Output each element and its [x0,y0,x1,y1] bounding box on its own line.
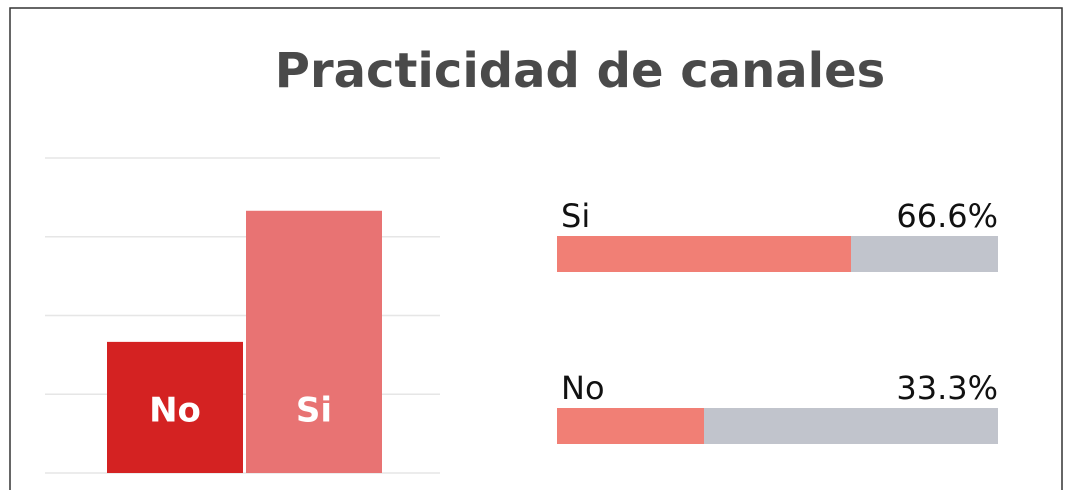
bar-label: Si [296,391,332,431]
progress-fill [557,236,851,272]
progress-value: 33.3% [896,369,998,407]
progress-label: No [561,369,605,407]
progress-value: 66.6% [896,197,998,235]
bar-label: No [149,391,201,431]
progress-label: Si [561,197,590,235]
frame [9,7,1063,490]
bar [246,210,382,473]
chart-title: Practicidad de canales [275,43,885,99]
bar [107,341,243,473]
progress-fill [557,408,704,444]
